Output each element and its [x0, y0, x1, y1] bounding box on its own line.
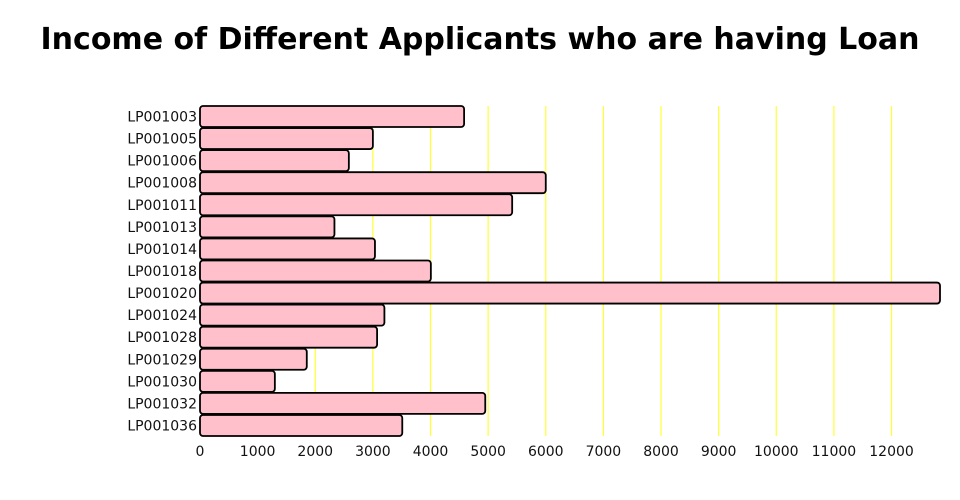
x-tick-label-7000: 7000: [586, 444, 622, 460]
x-tick-labels: 0 1000 2000 3000 4000 5000 6000 7000 8000 9000 100…: [196, 444, 914, 460]
x-tick-label-12000: 12000: [869, 444, 914, 460]
y-tick-label-LP001003: LP001003: [127, 110, 197, 126]
bar-LP001006: [199, 149, 350, 173]
x-tick-label-10000: 10000: [754, 444, 799, 460]
bar-LP001008: [199, 171, 547, 195]
x-tick-label-2000: 2000: [297, 444, 333, 460]
x-tick-label-8000: 8000: [643, 444, 679, 460]
bar-LP001020: [199, 281, 941, 305]
y-tick-label-LP001032: LP001032: [127, 396, 197, 412]
y-tick-label-LP001018: LP001018: [127, 264, 197, 280]
y-tick-label-LP001024: LP001024: [127, 308, 197, 324]
bar-LP001029: [199, 347, 308, 371]
x-tick-label-3000: 3000: [355, 444, 391, 460]
bar-LP001024: [199, 303, 386, 327]
y-tick-label-LP001013: LP001013: [127, 220, 197, 236]
x-tick-label-0: 0: [196, 444, 205, 460]
y-tick-label-LP001005: LP001005: [127, 132, 197, 148]
y-tick-label-LP001036: LP001036: [127, 418, 197, 434]
category-labels: LP001003 LP001005 LP001006 LP001008 LP001011…: [127, 110, 197, 435]
x-tick-label-5000: 5000: [470, 444, 506, 460]
y-tick-label-LP001030: LP001030: [127, 374, 197, 390]
bar-LP001003: [199, 105, 466, 128]
bar-LP001014: [199, 237, 376, 261]
x-tick-label-11000: 11000: [812, 444, 857, 460]
bar-LP001011: [199, 193, 514, 217]
x-tick-label-1000: 1000: [240, 444, 276, 460]
bar-LP001032: [199, 392, 487, 415]
chart-title: Income of Different Applicants who are h…: [40, 22, 920, 57]
y-tick-label-LP001014: LP001014: [127, 242, 197, 258]
bar-LP001005: [199, 127, 374, 150]
y-tick-label-LP001020: LP001020: [127, 286, 197, 302]
bars: [199, 105, 941, 437]
x-tick-label-4000: 4000: [413, 444, 449, 460]
bar-LP001036: [199, 414, 404, 437]
y-tick-label-LP001011: LP001011: [127, 198, 197, 214]
x-tick-label-9000: 9000: [701, 444, 737, 460]
y-tick-label-LP001029: LP001029: [127, 352, 197, 368]
y-tick-label-LP001006: LP001006: [127, 154, 197, 170]
bar-LP001018: [199, 259, 432, 283]
bar-LP001028: [199, 325, 378, 349]
bar-LP001030: [199, 369, 276, 393]
y-tick-label-LP001028: LP001028: [127, 330, 197, 346]
y-tick-label-LP001008: LP001008: [127, 176, 197, 192]
bar-LP001013: [199, 215, 336, 239]
x-tick-label-6000: 6000: [528, 444, 564, 460]
